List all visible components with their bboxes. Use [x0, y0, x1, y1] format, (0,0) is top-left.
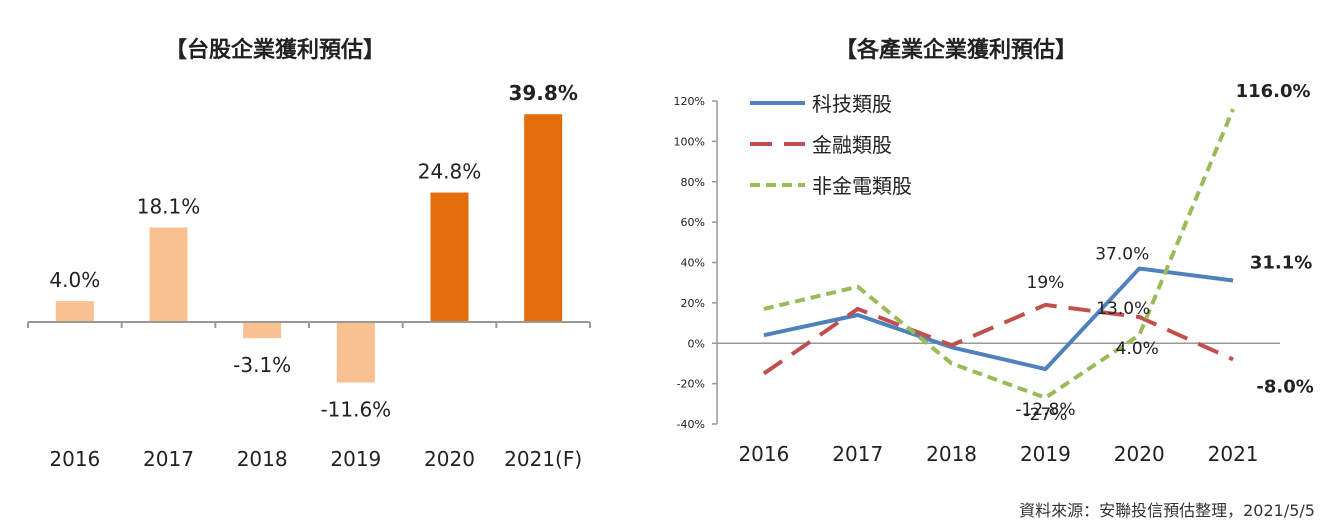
x-tick-label: 2021(F) — [504, 447, 582, 471]
y-tick-label: -40% — [677, 418, 705, 431]
y-tick-label: 100% — [674, 135, 705, 148]
x-tick-label: 2021 — [1208, 442, 1259, 466]
series-data-label: 13.0% — [1096, 299, 1150, 319]
bar-2020 — [430, 192, 469, 322]
y-tick-label: 80% — [681, 176, 705, 189]
bar-data-label: 18.1% — [137, 195, 201, 219]
series-line-3 — [763, 108, 1235, 400]
series-data-label: 37.0% — [1095, 245, 1149, 265]
x-tick-label: 2016 — [49, 447, 100, 471]
y-tick-label: -20% — [677, 378, 705, 391]
left-chart-title: 【台股企業獲利預估】 — [165, 38, 386, 63]
x-tick-label: 2017 — [832, 442, 883, 466]
series-data-label: 31.1% — [1250, 252, 1312, 273]
y-tick-label: 60% — [681, 216, 705, 229]
x-tick-label: 2019 — [1020, 442, 1071, 466]
bar-data-label: 24.8% — [418, 160, 482, 184]
series-data-label: -8.0% — [1256, 376, 1313, 397]
legend-label: 金融類股 — [812, 133, 892, 157]
bar-2016 — [55, 301, 94, 322]
legend-label: 非金電類股 — [812, 174, 912, 198]
bar-data-label: 39.8% — [508, 81, 577, 105]
y-tick-label: 20% — [681, 297, 705, 310]
series-data-label: 116.0% — [1236, 81, 1311, 102]
y-tick-label: 40% — [681, 257, 705, 270]
series-line-1 — [763, 266, 1234, 372]
y-tick-label: 0% — [688, 337, 705, 350]
series-data-label: 19% — [1027, 273, 1065, 293]
bar-2019 — [336, 322, 375, 383]
bar-data-label: -11.6% — [320, 398, 391, 422]
x-tick-label: 2019 — [330, 447, 381, 471]
bar-data-label: 4.0% — [49, 268, 100, 292]
bar-2017 — [149, 227, 188, 322]
series-data-label: 4.0% — [1116, 339, 1159, 359]
bar-2021(F) — [524, 114, 563, 322]
legend-label: 科技類股 — [812, 92, 892, 116]
x-tick-label: 2018 — [926, 442, 977, 466]
series-data-label: -27% — [1023, 405, 1067, 425]
y-tick-label: 120% — [674, 95, 705, 108]
x-tick-label: 2018 — [237, 447, 288, 471]
x-tick-label: 2020 — [1114, 442, 1165, 466]
bar-data-label: -3.1% — [233, 353, 291, 377]
x-tick-label: 2017 — [143, 447, 194, 471]
bar-2018 — [243, 322, 282, 339]
right-chart-title: 【各產業企業獲利預估】 — [835, 38, 1078, 63]
series-line-2 — [762, 302, 1234, 376]
x-tick-label: 2016 — [738, 442, 789, 466]
x-tick-label: 2020 — [424, 447, 475, 471]
source-note: 資料來源：安聯投信預估整理，2021/5/5 — [1019, 501, 1315, 520]
series-data-label: -12.8% — [1015, 400, 1075, 420]
